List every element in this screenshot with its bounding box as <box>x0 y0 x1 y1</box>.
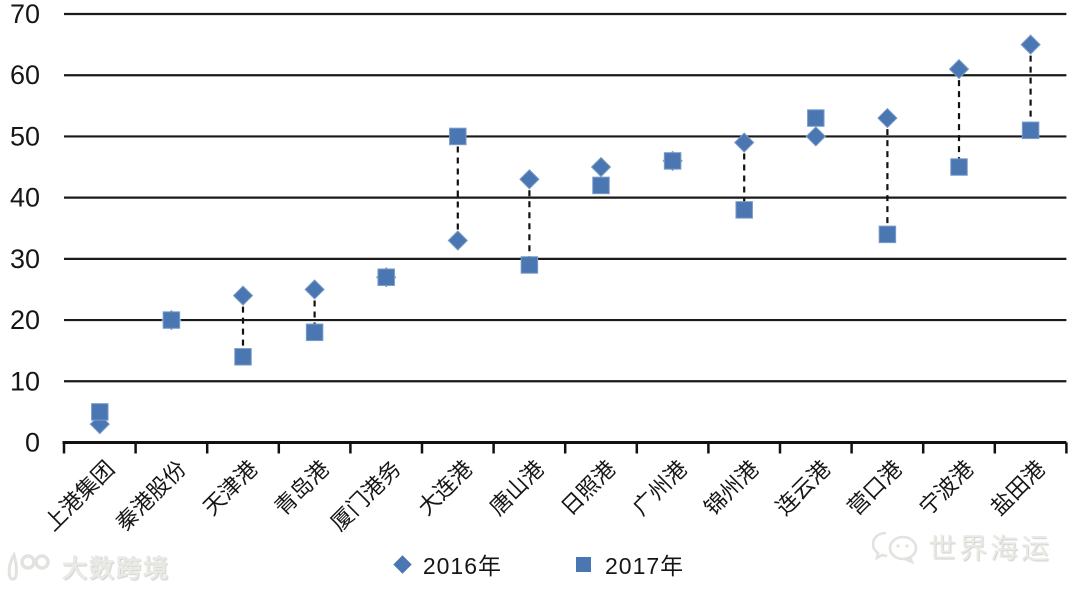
marker-2017-square <box>1021 121 1040 140</box>
x-category-label: 上港集团 <box>39 456 119 536</box>
legend-item-2016: 2016年 <box>393 547 502 581</box>
y-tick-label: 10 <box>10 366 40 396</box>
diamond-marker-icon <box>393 554 412 574</box>
marker-2017-square <box>162 311 181 329</box>
marker-2016-diamond <box>304 279 325 300</box>
x-category-label: 营口港 <box>843 456 907 520</box>
marker-2016-diamond <box>232 285 254 306</box>
x-category-label: 天津港 <box>198 456 262 520</box>
marker-2016-diamond <box>805 126 827 147</box>
marker-2016-diamond <box>447 230 469 251</box>
y-tick-label: 60 <box>10 60 40 90</box>
legend-label-2016: 2016年 <box>422 553 502 579</box>
watermark-right-text: 世界海运 <box>928 533 1053 564</box>
marker-2017-square <box>592 176 610 195</box>
marker-2017-square <box>305 323 324 342</box>
x-category-label: 青岛港 <box>270 456 334 520</box>
marker-2017-square <box>735 201 753 219</box>
marker-2016-diamond <box>733 132 755 153</box>
y-tick-label: 20 <box>10 305 40 335</box>
y-tick-label: 50 <box>10 121 40 151</box>
watermark-bottom-left: 大数跨境 <box>4 549 170 585</box>
marker-2017-square <box>91 403 109 421</box>
marker-2016-diamond <box>590 156 612 178</box>
legend-item-2017: 2017年 <box>576 547 684 581</box>
square-marker-icon <box>576 556 591 572</box>
x-category-label: 日照港 <box>556 456 620 520</box>
x-category-label: 锦州港 <box>699 456 763 520</box>
marker-2017-square <box>520 256 539 274</box>
marker-2017-square <box>234 348 252 366</box>
marker-2017-square <box>377 268 395 286</box>
marker-2016-diamond <box>519 169 540 190</box>
x-category-label: 大连港 <box>413 456 477 520</box>
x-category-label: 盐田港 <box>986 456 1050 520</box>
legend-label-2017: 2017年 <box>605 553 685 579</box>
marker-2017-square <box>878 225 897 244</box>
y-tick-label: 0 <box>25 428 40 458</box>
marker-2017-square <box>807 109 825 127</box>
y-tick-label: 40 <box>10 183 40 213</box>
marker-2017-square <box>950 158 968 176</box>
chart-legend: 2016年 2017年 <box>0 544 1080 584</box>
watermark-bottom-right: 世界海运 <box>872 527 1052 567</box>
x-category-label: 秦港股份 <box>111 456 191 536</box>
y-tick-label: 70 <box>10 0 40 29</box>
chat-bubbles-logo-icon <box>872 531 918 565</box>
x-category-label: 宁波港 <box>914 456 978 520</box>
marker-2016-diamond <box>948 58 970 80</box>
marker-2016-diamond <box>1020 34 1041 55</box>
marker-2017-square <box>663 152 682 170</box>
x-category-label: 连云港 <box>771 456 835 520</box>
hundred-loop-logo-icon <box>7 552 50 581</box>
marker-2016-diamond <box>877 107 898 129</box>
x-category-label: 广州港 <box>628 456 692 520</box>
watermark-left-text: 大数跨境 <box>62 555 171 583</box>
x-category-label: 唐山港 <box>485 456 549 520</box>
x-category-label: 厦门港务 <box>326 456 406 536</box>
y-tick-label: 30 <box>10 244 40 274</box>
marker-2017-square <box>449 127 467 146</box>
